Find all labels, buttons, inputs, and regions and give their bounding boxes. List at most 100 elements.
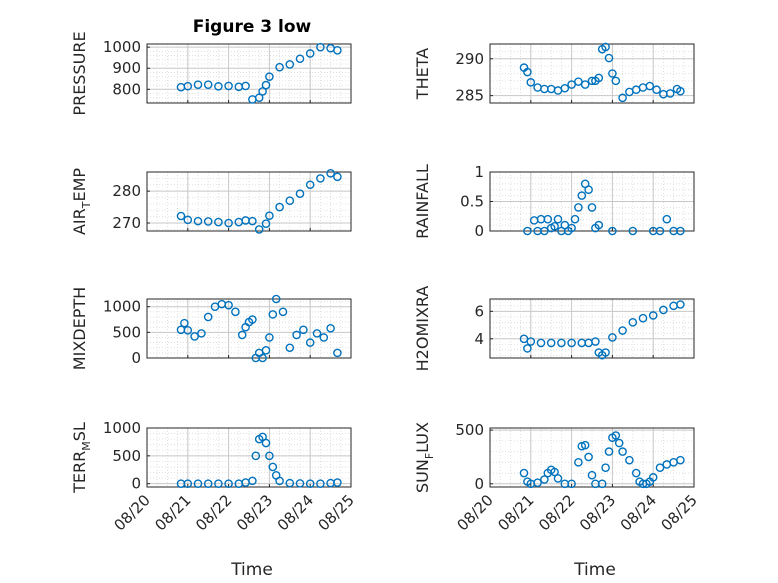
subplot-pressure: 800 900 1000 PRESSURE — [70, 31, 352, 116]
y-tick-label: 1 — [474, 163, 484, 181]
data-point — [611, 431, 621, 440]
data-point — [254, 225, 264, 234]
figure-title: Figure 3 low — [193, 17, 312, 37]
data-point — [625, 455, 634, 465]
data-point — [203, 312, 213, 322]
x-tick-label: 08/22 — [192, 491, 235, 534]
data-point — [203, 217, 213, 226]
x-tick-label: 08/24 — [617, 491, 660, 534]
data-point — [557, 338, 566, 348]
data-point — [533, 83, 542, 92]
data-point — [567, 223, 576, 233]
data-point — [214, 479, 223, 488]
data-point — [577, 191, 587, 200]
data-point — [180, 318, 189, 328]
axes-box — [489, 298, 695, 359]
data-point — [265, 451, 274, 461]
data-point — [574, 203, 583, 212]
data-point — [295, 54, 305, 64]
x-tick-label: 08/20 — [454, 491, 497, 534]
data-point — [231, 307, 240, 317]
y-axis-label: SUNFLUX — [413, 422, 436, 493]
data-point — [237, 330, 247, 340]
x-tick-label: 08/21 — [151, 491, 194, 534]
data-point — [523, 344, 532, 353]
data-point — [224, 300, 233, 310]
y-tick-label: 0 — [131, 349, 141, 367]
y-tick-label: 1000 — [103, 38, 141, 56]
data-point — [214, 82, 223, 91]
data-point — [268, 462, 278, 472]
data-point — [275, 62, 284, 72]
y-tick-label: 800 — [112, 80, 141, 98]
data-point — [533, 478, 542, 488]
y-tick-label: 0 — [474, 475, 484, 493]
data-point — [268, 310, 278, 319]
data-point — [224, 218, 233, 228]
data-point — [326, 323, 335, 333]
y-axis-label: MIXDEPTH — [70, 287, 89, 370]
data-point — [618, 447, 627, 456]
data-point — [224, 479, 233, 488]
data-point — [648, 311, 658, 320]
data-point — [275, 476, 284, 486]
data-point — [618, 326, 627, 335]
data-point — [261, 80, 271, 90]
data-point — [292, 330, 301, 340]
data-point — [197, 329, 206, 338]
data-point — [523, 67, 532, 77]
data-point — [305, 338, 315, 347]
data-point — [648, 473, 658, 482]
y-tick-label: 6 — [474, 302, 484, 320]
data-point — [628, 318, 638, 327]
y-axis-label: H2OMIXRA — [413, 286, 432, 372]
data-point — [560, 83, 570, 93]
data-point — [574, 458, 583, 467]
data-point — [594, 73, 604, 83]
data-point — [258, 353, 267, 363]
x-tick-label: 08/23 — [576, 491, 619, 534]
data-point — [183, 325, 193, 335]
data-point — [326, 168, 335, 178]
y-tick-label: 1000 — [103, 419, 141, 437]
x-axis-label-right: Time — [573, 560, 616, 580]
x-tick-label: 08/25 — [658, 491, 701, 534]
data-point — [278, 307, 288, 317]
data-point — [261, 438, 271, 448]
data-point — [608, 333, 617, 342]
data-point — [285, 60, 295, 69]
data-point — [601, 463, 610, 472]
data-point — [214, 217, 223, 227]
subplot-rainfall: 0 0.5 1 RAINFALL — [413, 163, 695, 240]
data-point — [295, 479, 305, 488]
data-point — [631, 468, 641, 478]
data-point — [601, 348, 610, 357]
y-tick-label: 290 — [455, 50, 484, 68]
x-tick-label: 08/21 — [494, 491, 537, 534]
data-point — [655, 463, 665, 472]
data-point — [604, 53, 614, 63]
axes-box — [146, 171, 352, 232]
data-point — [567, 338, 576, 348]
data-point — [526, 337, 536, 346]
data-point — [529, 216, 539, 225]
data-point — [248, 216, 257, 226]
data-point — [614, 438, 624, 448]
data-point — [305, 49, 315, 58]
axes-box — [489, 427, 695, 488]
data-point — [316, 42, 325, 52]
y-axis-label: TERRMSL — [70, 422, 93, 494]
y-axis-label: THETA — [413, 48, 432, 100]
subplot-mixdepth: 0 500 1000 MIXDEPTH — [70, 287, 352, 370]
y-tick-label: 4 — [474, 330, 484, 348]
data-point — [580, 440, 590, 450]
data-point — [316, 479, 325, 488]
data-point — [574, 77, 583, 86]
subplot-terr_msl: 0 500 1000 TERRMSL 08/2008/2108/2208/2308/24… — [70, 419, 358, 534]
data-point — [597, 479, 607, 489]
data-point — [241, 478, 250, 487]
x-tick-label: 08/24 — [274, 491, 317, 534]
data-point — [604, 447, 614, 456]
data-point — [333, 348, 342, 358]
data-point — [601, 42, 610, 52]
